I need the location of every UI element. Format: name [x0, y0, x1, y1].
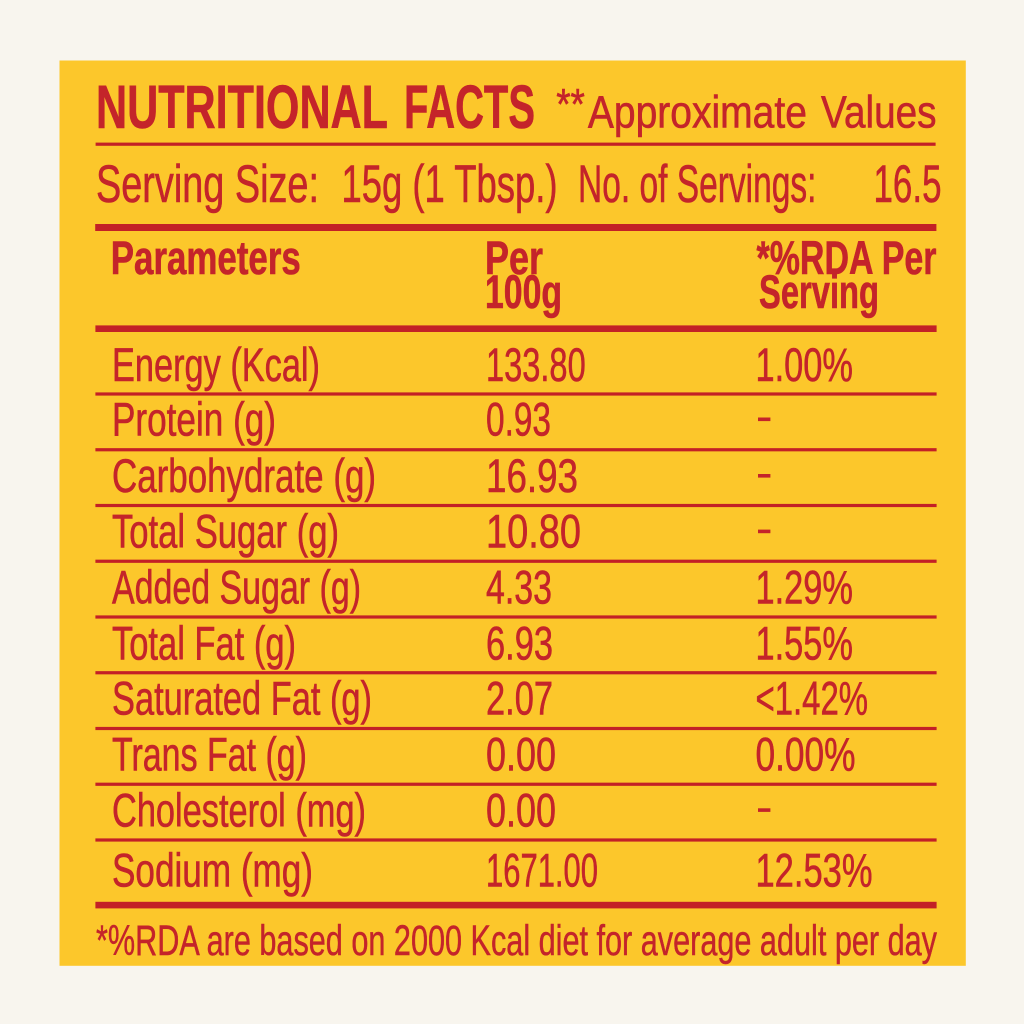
svg-text:<1.42%: <1.42% [756, 672, 869, 725]
svg-text:0.00%: 0.00% [756, 728, 856, 781]
svg-text:*%RDA are based on 2000 Kcal d: *%RDA are based on 2000 Kcal diet for av… [96, 917, 937, 965]
svg-text:1.29%: 1.29% [756, 560, 854, 613]
svg-text:Serving Size:: Serving Size: [96, 155, 319, 214]
svg-text:No. of Servings:: No. of Servings: [578, 155, 817, 214]
svg-text:FACTS: FACTS [404, 73, 535, 141]
svg-text:Per: Per [485, 231, 543, 284]
svg-text:Cholesterol (mg): Cholesterol (mg) [112, 783, 366, 836]
svg-text:4.33: 4.33 [486, 560, 552, 613]
svg-text:12.53%: 12.53% [756, 843, 873, 896]
svg-text:1.55%: 1.55% [756, 617, 854, 670]
svg-text:6.93: 6.93 [486, 617, 553, 670]
svg-text:0.00: 0.00 [486, 728, 556, 781]
svg-text:Energy (Kcal): Energy (Kcal) [112, 338, 320, 391]
svg-text:1.00%: 1.00% [756, 338, 854, 391]
svg-text:2.07: 2.07 [486, 672, 553, 725]
svg-text:**: ** [556, 80, 585, 129]
svg-text:Protein (g): Protein (g) [112, 393, 276, 446]
svg-text:100g: 100g [485, 265, 562, 318]
svg-text:1671.00: 1671.00 [486, 843, 598, 896]
svg-text:Approximate: Approximate [588, 87, 807, 138]
svg-text:Carbohydrate (g): Carbohydrate (g) [112, 449, 376, 502]
svg-text:Serving: Serving [759, 265, 879, 318]
svg-text:Trans Fat (g): Trans Fat (g) [112, 728, 307, 781]
svg-text:133.80: 133.80 [486, 338, 586, 391]
svg-text:NUTRITIONAL: NUTRITIONAL [96, 73, 388, 141]
svg-text:*%RDA Per: *%RDA Per [757, 231, 937, 284]
svg-text:Added Sugar (g): Added Sugar (g) [112, 560, 361, 613]
svg-text:10.80: 10.80 [486, 505, 581, 558]
svg-text:16.5: 16.5 [874, 155, 942, 214]
svg-text:Total Fat (g): Total Fat (g) [112, 617, 296, 670]
svg-text:Parameters: Parameters [111, 231, 301, 284]
svg-text:0.00: 0.00 [486, 783, 556, 836]
svg-text:0.93: 0.93 [486, 393, 551, 446]
svg-text:Saturated Fat (g): Saturated Fat (g) [112, 672, 372, 725]
svg-text:Total Sugar (g): Total Sugar (g) [112, 505, 339, 558]
svg-text:16.93: 16.93 [486, 449, 578, 502]
svg-text:Values: Values [821, 87, 937, 138]
svg-text:15g (1 Tbsp.): 15g (1 Tbsp.) [342, 155, 558, 214]
svg-text:Sodium (mg): Sodium (mg) [112, 843, 313, 896]
